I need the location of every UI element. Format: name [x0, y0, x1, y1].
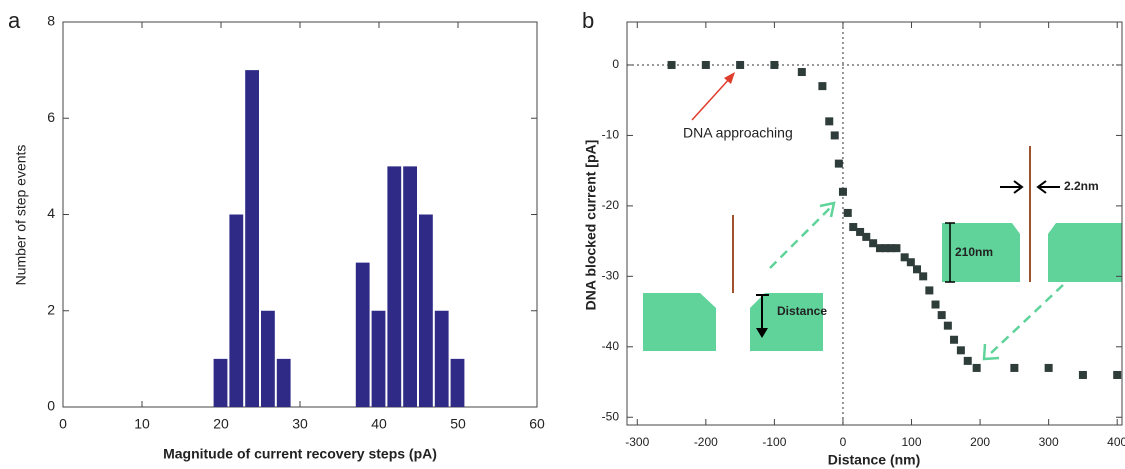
x-tick-label: 10 [134, 416, 150, 432]
annotation: 210nm [955, 245, 993, 259]
data-point [875, 244, 884, 253]
data-point [906, 258, 915, 267]
data-point [881, 244, 890, 253]
y-tick-label: -50 [602, 409, 620, 423]
bar [213, 358, 228, 407]
bar [450, 358, 465, 407]
bar [276, 358, 291, 407]
x-tick-label: -300 [625, 435, 649, 449]
bar [403, 166, 417, 407]
x-tick-label: 20 [213, 416, 229, 432]
plot-frame [62, 21, 538, 408]
schematic-left [643, 215, 823, 351]
data-point [919, 272, 928, 281]
x-tick-label: 400 [1107, 435, 1125, 449]
y-axis-label: DNA blocked current [pA] [583, 140, 599, 311]
data-point [838, 187, 847, 196]
y-axis-label: Number of step events [13, 145, 29, 286]
y-tick-label: -10 [602, 128, 620, 142]
data-point [830, 131, 839, 140]
data-point [701, 60, 710, 69]
bar [387, 166, 402, 407]
x-tick-label: 0 [59, 416, 67, 432]
y-tick-label: 8 [47, 13, 55, 29]
data-point [667, 60, 676, 69]
bar [245, 70, 259, 407]
data-point [1113, 370, 1122, 379]
data-point [931, 300, 940, 309]
plot-frame [626, 21, 1123, 426]
x-tick-label: 300 [1039, 435, 1059, 449]
y-tick-label: 4 [47, 205, 55, 221]
x-tick-label: 50 [450, 416, 466, 432]
x-tick-label: 30 [292, 416, 308, 432]
x-tick-label: 40 [371, 416, 387, 432]
data-point [886, 244, 895, 253]
annotation: Distance [777, 304, 827, 318]
guide-arrows [691, 72, 1064, 361]
data-point [892, 244, 901, 253]
x-tick-label: -200 [694, 435, 718, 449]
data-point [963, 356, 972, 365]
data-point [834, 159, 843, 168]
data-point [849, 223, 858, 232]
y-tick-label: 0 [612, 57, 619, 71]
data-point [956, 346, 965, 355]
x-tick-label: -100 [762, 435, 786, 449]
y-tick-label: -20 [602, 198, 620, 212]
data-point [972, 363, 981, 372]
data-point [900, 253, 909, 262]
data-point [925, 286, 934, 295]
annotation: 2.2nm [1064, 179, 1099, 193]
panel-label: b [582, 8, 594, 33]
data-point [943, 321, 952, 330]
x-tick-label: 100 [902, 435, 922, 449]
x-tick-label: 0 [840, 435, 847, 449]
data-point [818, 82, 827, 91]
x-tick-label: 200 [970, 435, 990, 449]
x-axis-label: Magnitude of current recovery steps (pA) [163, 446, 437, 462]
annotation: DNA approaching [683, 125, 793, 141]
x-tick-label: 60 [529, 416, 545, 432]
data-point [797, 68, 806, 77]
bar [261, 310, 275, 407]
y-tick-label: 6 [47, 109, 55, 125]
y-tick-label: 2 [47, 301, 55, 317]
data-point [869, 239, 878, 248]
x-axis-label: Distance (nm) [828, 452, 921, 468]
y-tick-label: 0 [47, 398, 55, 414]
y-tick-label: -30 [602, 269, 620, 283]
data-point [937, 311, 946, 320]
bar [229, 214, 244, 407]
data-point [736, 60, 745, 69]
bar [434, 310, 449, 407]
bar [419, 214, 433, 407]
data-point [856, 227, 865, 236]
schematic-right [942, 146, 1122, 283]
data-point [770, 60, 779, 69]
data-point [843, 208, 852, 217]
data-point [1010, 363, 1019, 372]
data-point [913, 265, 922, 274]
data-point [862, 232, 871, 241]
bar [355, 262, 370, 407]
y-tick-label: -40 [602, 339, 620, 353]
panel-label: a [8, 8, 21, 33]
data-point [825, 117, 834, 126]
data-point [1078, 370, 1087, 379]
bar [371, 310, 386, 407]
data-point [950, 335, 959, 344]
data-point [1044, 363, 1053, 372]
